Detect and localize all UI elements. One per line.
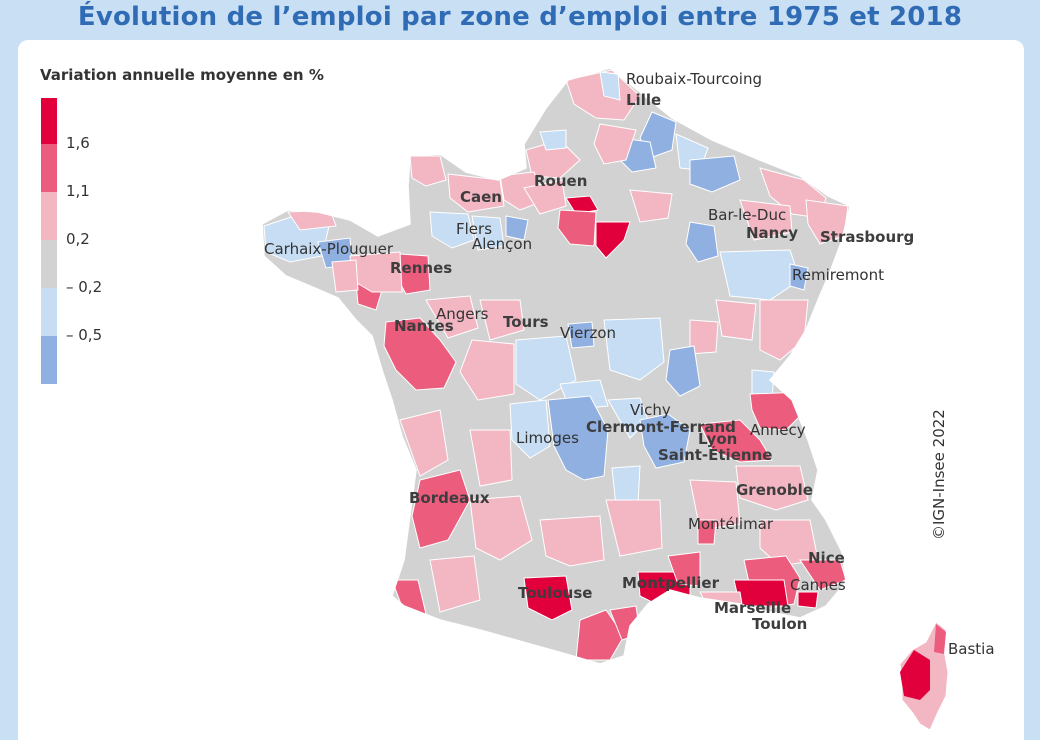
place-label-montpellier: Montpellier [622, 574, 720, 592]
employment-zone [523, 575, 573, 621]
employment-zone [429, 555, 481, 613]
place-label-bordeaux: Bordeaux [409, 489, 490, 507]
employment-zone [539, 515, 605, 567]
employment-zone [699, 419, 773, 463]
place-label-lyon: Lyon [698, 430, 737, 448]
corsica [899, 621, 949, 731]
legend-swatch-5 [41, 288, 57, 336]
employment-zone [689, 319, 719, 355]
legend-break-5: – 0,5 [66, 326, 103, 344]
employment-zone [665, 345, 701, 397]
place-label-caen: Caen [460, 188, 502, 206]
employment-zone [479, 299, 525, 341]
place-label-remiremont: Remiremont [792, 266, 884, 284]
employment-zone [469, 495, 533, 561]
place-label-vichy: Vichy [630, 401, 671, 419]
employment-zone [603, 317, 665, 381]
employment-zone [689, 479, 741, 531]
employment-zone [715, 299, 757, 341]
employment-zone [789, 263, 809, 291]
legend-break-1: 1,6 [66, 134, 90, 152]
employment-zone [399, 409, 449, 477]
place-label-carhaix: Carhaix-Plouguer [264, 240, 394, 258]
legend-swatch-3 [41, 192, 57, 240]
place-label-strasbourg: Strasbourg [820, 228, 914, 246]
employment-zone [599, 71, 621, 101]
employment-zone [735, 465, 809, 511]
employment-zone [429, 211, 475, 249]
employment-zone [425, 295, 479, 339]
place-label-saint-etienne: Saint-Étienne [658, 445, 772, 464]
employment-zone [667, 551, 701, 587]
legend-swatch-4 [41, 240, 57, 288]
place-label-roubaix: Roubaix-Tourcoing [626, 70, 762, 88]
place-label-nice: Nice [808, 549, 845, 567]
employment-zone [523, 179, 567, 215]
place-label-bastia: Bastia [948, 640, 995, 658]
place-label-bar-le-duc: Bar-le-Duc [708, 206, 786, 224]
place-label-limoges: Limoges [516, 429, 579, 447]
legend-break-2: 1,1 [66, 182, 90, 200]
place-label-angers: Angers [436, 305, 489, 323]
place-label-flers: Flers [456, 220, 492, 238]
employment-zone [629, 189, 673, 223]
legend-swatch-2 [41, 144, 57, 192]
employment-zone [685, 221, 719, 263]
employment-zone [471, 215, 505, 251]
employment-zone [739, 199, 793, 241]
place-label-rennes: Rennes [390, 259, 452, 277]
employment-zone [595, 221, 631, 259]
copyright: ©IGN-Insee 2022 [930, 409, 948, 540]
employment-zone [565, 195, 599, 215]
employment-zone [409, 155, 447, 187]
place-label-annecy: Annecy [750, 421, 806, 439]
legend-swatch-6 [41, 336, 57, 384]
place-label-nantes: Nantes [394, 317, 454, 335]
employment-zone [759, 519, 819, 567]
legend-break-4: – 0,2 [66, 278, 103, 296]
employment-zone [719, 249, 801, 301]
employment-zone [331, 259, 359, 293]
map-title: Évolution de l’emploi par zone d’emploi … [77, 2, 963, 32]
employment-zone [459, 339, 515, 401]
employment-zone [505, 215, 529, 241]
legend-title: Variation annuelle moyenne en % [40, 66, 324, 84]
place-label-marseille: Marseille [714, 599, 791, 617]
employment-zone [575, 609, 625, 661]
legend-swatch-1 [41, 98, 57, 144]
place-labels: Roubaix-Tourcoing Lille Rouen Caen Bar-le-Du… [264, 70, 995, 658]
employment-zone [411, 469, 471, 549]
employment-zone [469, 429, 513, 487]
place-label-toulouse: Toulouse [518, 584, 592, 602]
place-label-grenoble: Grenoble [736, 481, 813, 499]
employment-zone [509, 399, 551, 459]
place-label-cannes: Cannes [790, 576, 846, 594]
place-label-clermont: Clermont-Ferrand [586, 418, 736, 436]
place-label-montelimar: Montélimar [688, 515, 774, 533]
employment-zone [605, 499, 663, 557]
employment-zone [689, 155, 741, 193]
place-label-toulon: Toulon [752, 615, 807, 633]
employment-zone [797, 591, 819, 609]
place-label-vierzon: Vierzon [560, 324, 616, 342]
employment-zone [639, 413, 691, 469]
employment-zone [805, 199, 849, 245]
employment-zone [539, 129, 567, 151]
legend-break-3: 0,2 [66, 230, 90, 248]
employment-zone [697, 519, 717, 545]
place-label-rouen: Rouen [534, 172, 587, 190]
place-label-alencon: Alençon [472, 235, 532, 253]
employment-zone [567, 321, 595, 349]
place-label-nancy: Nancy [746, 224, 798, 242]
employment-zone [383, 317, 457, 391]
employment-zone [593, 123, 637, 165]
place-label-lille: Lille [626, 91, 661, 109]
place-label-tours: Tours [503, 313, 549, 331]
employment-zone [759, 299, 809, 361]
employment-zone [547, 395, 609, 481]
employment-zone [557, 209, 597, 247]
